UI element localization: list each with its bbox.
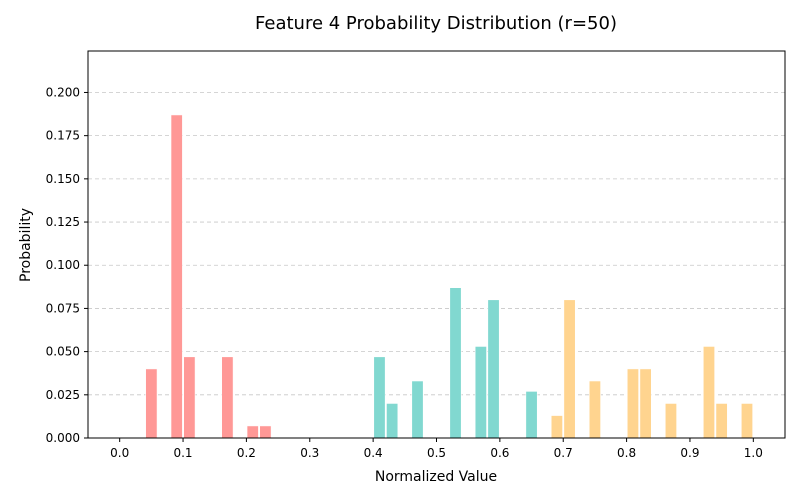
bar <box>664 403 677 439</box>
x-axis-ticks: 0.0 0.1 0.2 0.3 0.4 0.5 0.6 0.7 0.8 0.9 1.0 <box>110 438 763 460</box>
bar <box>449 287 462 439</box>
y-tick-label: 0.025 <box>46 388 80 402</box>
bar <box>740 403 753 439</box>
bar <box>474 346 487 439</box>
x-tick-label: 0.5 <box>427 446 446 460</box>
x-tick-label: 0.0 <box>110 446 129 460</box>
bar <box>246 425 259 439</box>
bar <box>702 346 715 439</box>
bar <box>145 368 158 439</box>
bar <box>550 415 563 439</box>
bar <box>626 368 639 439</box>
y-tick-label: 0.100 <box>46 258 80 272</box>
y-tick-label: 0.075 <box>46 301 80 315</box>
bar <box>386 403 399 439</box>
y-tick-label: 0.050 <box>46 345 80 359</box>
chart-title: Feature 4 Probability Distribution (r=50… <box>255 13 617 34</box>
x-tick-label: 0.7 <box>554 446 573 460</box>
bar <box>563 299 576 439</box>
x-tick-label: 0.4 <box>364 446 383 460</box>
bar <box>170 114 183 439</box>
bar <box>715 403 728 439</box>
bar <box>411 380 424 439</box>
bar <box>639 368 652 439</box>
bar <box>588 380 601 439</box>
bar <box>259 425 272 439</box>
bars <box>145 114 753 439</box>
x-tick-label: 0.2 <box>237 446 256 460</box>
x-tick-label: 0.6 <box>490 446 509 460</box>
bar <box>373 356 386 439</box>
x-tick-label: 0.8 <box>617 446 636 460</box>
y-tick-label: 0.200 <box>46 85 80 99</box>
y-axis-ticks: 0.000 0.025 0.050 0.075 0.100 0.125 0.150 0.175… <box>46 85 88 445</box>
x-tick-label: 0.9 <box>680 446 699 460</box>
grid-lines <box>88 92 785 396</box>
x-tick-label: 0.1 <box>173 446 192 460</box>
y-axis-label: Probability <box>18 208 34 282</box>
y-tick-label: 0.150 <box>46 172 80 186</box>
y-tick-label: 0.125 <box>46 215 80 229</box>
bar <box>221 356 234 439</box>
bar <box>183 356 196 439</box>
y-tick-label: 0.000 <box>46 431 80 445</box>
y-tick-label: 0.175 <box>46 129 80 143</box>
x-tick-label: 0.3 <box>300 446 319 460</box>
x-axis-label: Normalized Value <box>375 469 497 485</box>
x-tick-label: 1.0 <box>744 446 763 460</box>
bar <box>525 391 538 439</box>
bar <box>487 299 500 439</box>
